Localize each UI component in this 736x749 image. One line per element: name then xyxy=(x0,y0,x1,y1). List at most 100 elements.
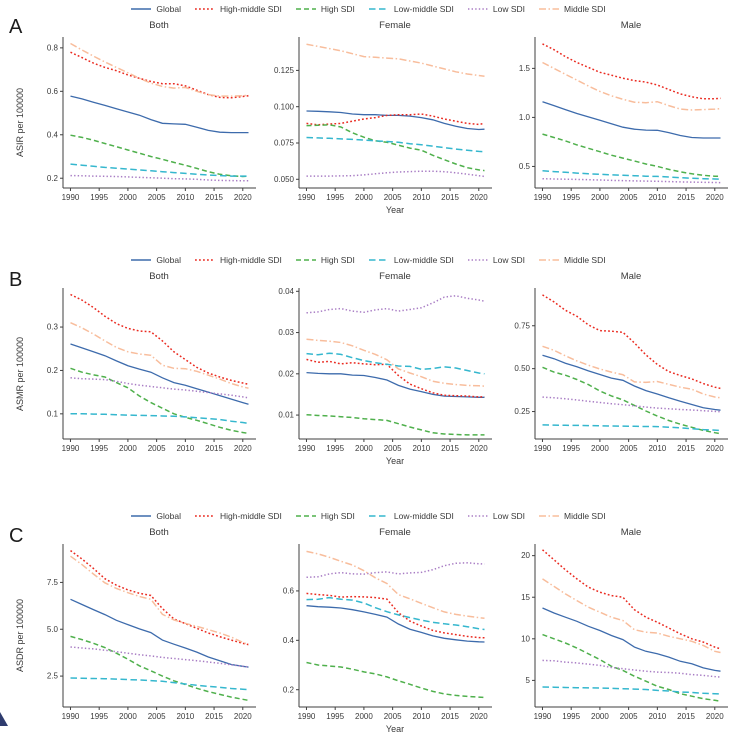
x-tick-label: 2005 xyxy=(384,444,402,453)
series-middle-sdi xyxy=(70,555,249,646)
series-high-sdi xyxy=(70,367,249,435)
y-axis-label: ASMR per 100000 xyxy=(14,336,25,412)
y-tick-label: 0.050 xyxy=(274,175,295,184)
legend-item-label: Low SDI xyxy=(492,511,526,521)
x-tick-label: 2005 xyxy=(148,712,166,721)
x-tick-label: 2005 xyxy=(620,712,638,721)
x-tick-label: 2010 xyxy=(176,712,194,721)
y-tick-label: 0.8 xyxy=(47,43,59,52)
line-chart-asmr-male: 0.25 0.50 0.75 1990 1995 2000 2005 2010 2015 2020 xyxy=(514,288,728,453)
panel-asdr-both: Both 2.5 5.0 7.5 1990 1995 2000 2005 2010 2015 20… xyxy=(27,525,263,737)
x-tick-label: 2010 xyxy=(648,712,666,721)
x-tick-label: 2020 xyxy=(234,712,252,721)
x-tick-label: 2010 xyxy=(648,444,666,453)
legend-item: High SDI xyxy=(295,511,355,521)
series-global xyxy=(70,598,249,668)
line-chart-asir-female: 0.050 0.075 0.100 0.125 1990 1995 2000 2005 2010… xyxy=(274,37,492,202)
panel-asir-female: Female 0.050 0.075 0.100 0.125 1990 1995 2000 2… xyxy=(263,18,499,218)
y-tick-label: 0.4 xyxy=(283,636,295,645)
x-tick-label: 2005 xyxy=(148,444,166,453)
legend-item: Low SDI xyxy=(467,511,525,521)
y-axis-title-column: ASMR per 100000 xyxy=(12,269,27,469)
series-low-middle-sdi xyxy=(70,163,249,177)
series-high-middle-sdi xyxy=(70,549,249,646)
legend-item: Low SDI xyxy=(467,255,525,265)
panel-title: Female xyxy=(379,527,411,538)
x-tick-label: 2010 xyxy=(176,193,194,202)
series-low-sdi xyxy=(70,646,249,668)
series-low-middle-sdi xyxy=(306,352,485,375)
panels-row-c: ASDR per 100000 Both 2.5 5.0 7.5 1990 1995 20… xyxy=(0,525,736,737)
y-tick-label: 1.5 xyxy=(519,64,531,73)
series-low-middle-sdi xyxy=(306,596,485,631)
x-tick-label: 2000 xyxy=(119,712,137,721)
x-axis-label: Year xyxy=(385,205,405,215)
x-tick-label: 2010 xyxy=(412,444,430,453)
series-middle-sdi xyxy=(70,322,249,389)
legend-item-label: High SDI xyxy=(320,255,355,265)
y-tick-label: 0.100 xyxy=(274,102,295,111)
x-tick-label: 1990 xyxy=(298,712,316,721)
legend-line-sample-icon xyxy=(368,8,389,10)
y-tick-label: 0.50 xyxy=(514,364,530,373)
y-tick-label: 7.5 xyxy=(47,578,59,587)
legend-line-sample-icon xyxy=(467,259,488,261)
series-global xyxy=(542,607,721,672)
x-tick-label: 2015 xyxy=(441,712,459,721)
series-high-sdi xyxy=(306,661,485,699)
y-tick-label: 0.2 xyxy=(47,174,59,183)
legend-item: Middle SDI xyxy=(538,255,606,265)
legend-item: Middle SDI xyxy=(538,511,606,521)
x-tick-label: 2020 xyxy=(470,193,488,202)
x-tick-label: 1990 xyxy=(534,444,552,453)
x-tick-label: 1990 xyxy=(534,712,552,721)
figure-row-a: A Global High-middle SDI High SDI Low-middl… xyxy=(0,0,736,239)
legend-item: High SDI xyxy=(295,255,355,265)
legend-item-label: High-middle SDI xyxy=(219,4,282,14)
row-letter-b: B xyxy=(9,269,23,291)
x-tick-label: 2000 xyxy=(355,712,373,721)
x-tick-label: 2000 xyxy=(119,193,137,202)
y-tick-label: 0.04 xyxy=(278,287,294,296)
series-middle-sdi xyxy=(542,61,721,111)
legend-item-label: High-middle SDI xyxy=(219,255,282,265)
series-low-middle-sdi xyxy=(306,136,485,153)
series-middle-sdi xyxy=(306,338,485,387)
line-chart-asdr-both: 2.5 5.0 7.5 1990 1995 2000 2005 2010 2015 2020 xyxy=(47,544,256,721)
legend-item-label: High SDI xyxy=(320,4,355,14)
x-tick-label: 2020 xyxy=(470,712,488,721)
x-tick-label: 2000 xyxy=(355,444,373,453)
line-chart-asmr-both: 0.1 0.2 0.3 1990 1995 2000 2005 2010 2015 2020 xyxy=(47,288,256,453)
figure: A Global High-middle SDI High SDI Low-middl… xyxy=(0,0,736,734)
x-tick-label: 1990 xyxy=(62,444,80,453)
series-high-sdi xyxy=(542,633,721,702)
legend: Global High-middle SDI High SDI Low-middle … xyxy=(0,509,736,523)
x-tick-label: 1995 xyxy=(90,712,108,721)
series-high-sdi xyxy=(70,635,249,702)
x-tick-label: 2000 xyxy=(591,444,609,453)
y-tick-label: 15 xyxy=(521,593,530,602)
legend-item: High-middle SDI xyxy=(194,4,282,14)
y-tick-label: 0.2 xyxy=(283,685,295,694)
x-tick-label: 1990 xyxy=(298,193,316,202)
legend-item-label: Global xyxy=(156,255,181,265)
y-tick-label: 0.3 xyxy=(47,323,59,332)
x-tick-label: 2015 xyxy=(205,444,223,453)
legend-line-sample-icon xyxy=(295,259,316,261)
legend-line-sample-icon xyxy=(295,515,316,517)
series-middle-sdi xyxy=(306,550,485,620)
x-tick-label: 2010 xyxy=(176,444,194,453)
legend-item-label: Low-middle SDI xyxy=(393,255,454,265)
series-global xyxy=(70,343,249,405)
legend-line-sample-icon xyxy=(131,259,152,261)
legend-item-label: Low-middle SDI xyxy=(393,4,454,14)
legend-item: Low-middle SDI xyxy=(368,255,454,265)
panel-title: Female xyxy=(379,271,411,282)
x-tick-label: 1995 xyxy=(90,193,108,202)
panel-asdr-female: Female 0.2 0.4 0.6 1990 1995 2000 2005 2010 2015… xyxy=(263,525,499,737)
x-tick-label: 1995 xyxy=(326,193,344,202)
legend-line-sample-icon xyxy=(295,8,316,10)
legend-item-label: Low SDI xyxy=(492,4,526,14)
row-letter-a: A xyxy=(9,16,23,38)
legend-line-sample-icon xyxy=(194,515,215,517)
